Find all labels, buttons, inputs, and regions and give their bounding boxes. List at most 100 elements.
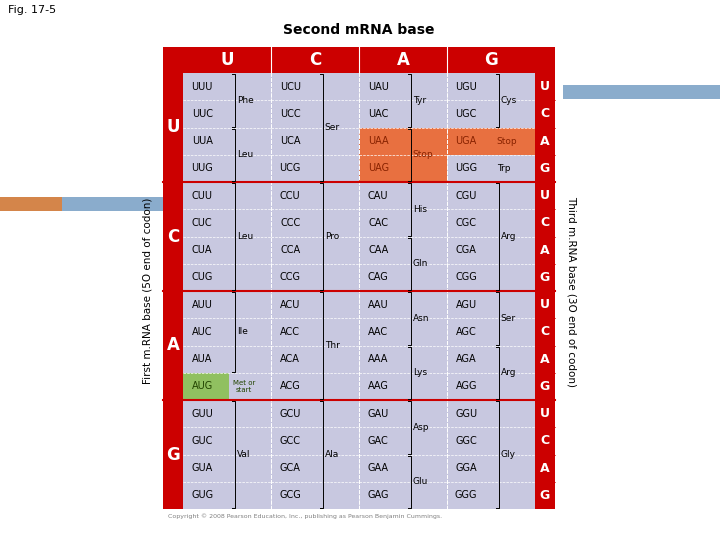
Text: Asn: Asn xyxy=(413,314,429,323)
Text: AUA: AUA xyxy=(192,354,212,364)
Text: His: His xyxy=(413,205,427,214)
Text: Fig. 17-5: Fig. 17-5 xyxy=(8,5,56,15)
Text: UUA: UUA xyxy=(192,136,212,146)
Text: CGU: CGU xyxy=(456,191,477,201)
Bar xyxy=(447,127,535,155)
Text: Ser: Ser xyxy=(325,123,340,132)
Text: CUC: CUC xyxy=(192,218,212,228)
Text: G: G xyxy=(166,446,180,463)
Text: G: G xyxy=(540,162,550,175)
Text: CAA: CAA xyxy=(368,245,388,255)
Text: GAC: GAC xyxy=(368,436,389,446)
Text: AGG: AGG xyxy=(456,381,477,391)
Text: UGU: UGU xyxy=(455,82,477,92)
Text: C: C xyxy=(167,227,179,246)
Text: UGG: UGG xyxy=(455,164,477,173)
Text: Stop: Stop xyxy=(413,150,433,159)
Text: U: U xyxy=(540,80,550,93)
Text: CCU: CCU xyxy=(280,191,300,201)
Text: CUA: CUA xyxy=(192,245,212,255)
Text: UAU: UAU xyxy=(368,82,389,92)
Text: C: C xyxy=(541,434,549,447)
Text: G: G xyxy=(540,489,550,502)
Bar xyxy=(183,73,535,509)
Text: UCA: UCA xyxy=(280,136,300,146)
Bar xyxy=(563,85,720,99)
Text: UAA: UAA xyxy=(368,136,389,146)
Bar xyxy=(62,197,163,211)
Text: UUC: UUC xyxy=(192,109,212,119)
Text: U: U xyxy=(540,407,550,420)
Text: Trp: Trp xyxy=(497,164,510,173)
Text: A: A xyxy=(540,353,550,366)
Text: GCU: GCU xyxy=(279,409,301,419)
Text: Tyr: Tyr xyxy=(413,96,426,105)
Text: ACA: ACA xyxy=(280,354,300,364)
Text: AUU: AUU xyxy=(192,300,212,309)
Text: CGC: CGC xyxy=(456,218,477,228)
Text: UUU: UUU xyxy=(192,82,213,92)
Text: AUG: AUG xyxy=(192,381,213,391)
Text: UCG: UCG xyxy=(279,164,301,173)
Text: Lys: Lys xyxy=(413,368,427,377)
Text: UAG: UAG xyxy=(368,164,389,173)
Text: Gly: Gly xyxy=(501,450,516,459)
Text: GGG: GGG xyxy=(455,490,477,501)
Text: Val: Val xyxy=(237,450,251,459)
Text: AGA: AGA xyxy=(456,354,477,364)
Text: A: A xyxy=(540,134,550,147)
Text: Gln: Gln xyxy=(413,259,428,268)
Text: ACG: ACG xyxy=(280,381,300,391)
Text: UUG: UUG xyxy=(192,164,213,173)
Text: G: G xyxy=(540,380,550,393)
Text: Cys: Cys xyxy=(501,96,517,105)
Text: Arg: Arg xyxy=(501,232,516,241)
Text: AAU: AAU xyxy=(368,300,389,309)
Text: UCC: UCC xyxy=(280,109,300,119)
Text: C: C xyxy=(309,51,321,69)
Text: Ala: Ala xyxy=(325,450,339,459)
Text: Leu: Leu xyxy=(237,150,253,159)
Bar xyxy=(359,155,447,182)
Text: Phe: Phe xyxy=(237,96,253,105)
Text: CAG: CAG xyxy=(368,272,389,282)
Text: Thr: Thr xyxy=(325,341,340,350)
Text: GUU: GUU xyxy=(192,409,213,419)
Text: GCG: GCG xyxy=(279,490,301,501)
Text: U: U xyxy=(220,51,234,69)
Text: AGC: AGC xyxy=(456,327,477,337)
Text: A: A xyxy=(397,51,410,69)
Text: UAC: UAC xyxy=(368,109,388,119)
Text: Leu: Leu xyxy=(237,232,253,241)
Text: AAA: AAA xyxy=(368,354,388,364)
Text: Third m.RNA base (3Ο end of codon): Third m.RNA base (3Ο end of codon) xyxy=(567,195,577,387)
Text: CCC: CCC xyxy=(280,218,300,228)
Text: G: G xyxy=(540,271,550,284)
Text: ACC: ACC xyxy=(280,327,300,337)
Text: C: C xyxy=(541,217,549,230)
Text: GCC: GCC xyxy=(279,436,301,446)
Bar xyxy=(535,73,555,509)
Text: CGG: CGG xyxy=(455,272,477,282)
Text: GUC: GUC xyxy=(192,436,213,446)
Text: UGA: UGA xyxy=(456,136,477,146)
Text: Ser: Ser xyxy=(501,314,516,323)
Text: GUA: GUA xyxy=(192,463,213,473)
Text: AGU: AGU xyxy=(456,300,477,309)
Text: AAC: AAC xyxy=(368,327,388,337)
Text: CUG: CUG xyxy=(192,272,213,282)
Text: Stop: Stop xyxy=(497,137,518,146)
Text: CCG: CCG xyxy=(279,272,301,282)
Text: GGA: GGA xyxy=(456,463,477,473)
Text: CGA: CGA xyxy=(456,245,477,255)
Text: A: A xyxy=(540,462,550,475)
Text: CAU: CAU xyxy=(368,191,389,201)
Bar xyxy=(183,373,229,400)
Text: Met or
start: Met or start xyxy=(233,380,255,393)
Text: GUG: GUG xyxy=(191,490,213,501)
Text: A: A xyxy=(166,336,179,354)
Text: AAG: AAG xyxy=(368,381,389,391)
Text: Ile: Ile xyxy=(237,327,248,336)
Text: U: U xyxy=(166,118,180,137)
Text: Pro: Pro xyxy=(325,232,339,241)
